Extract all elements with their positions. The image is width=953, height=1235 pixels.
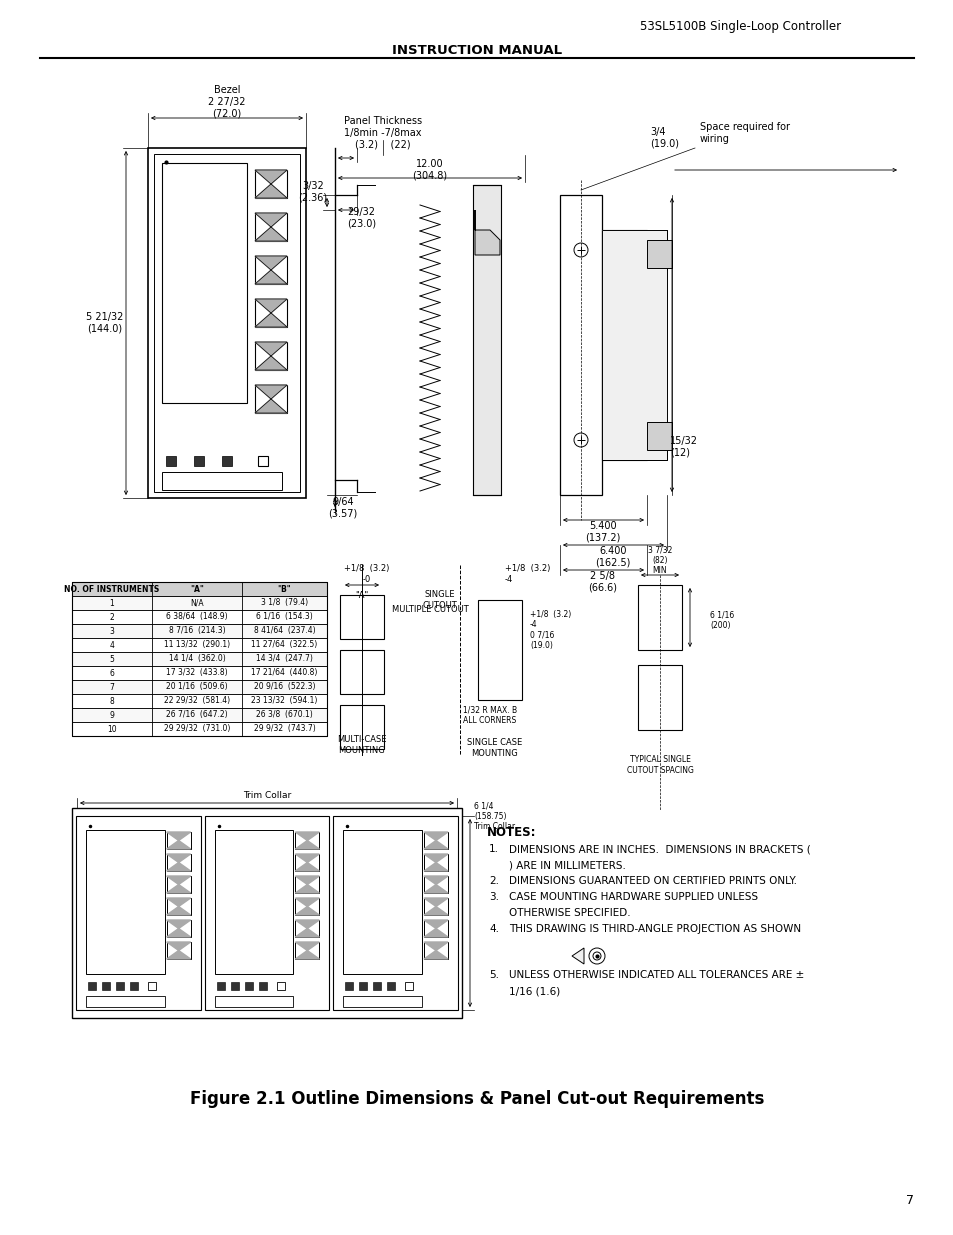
Bar xyxy=(646,230,666,270)
Bar xyxy=(71,808,461,1018)
Polygon shape xyxy=(167,898,191,915)
Polygon shape xyxy=(167,876,191,893)
Bar xyxy=(71,708,327,722)
Polygon shape xyxy=(167,853,191,871)
Text: DIMENSIONS GUARANTEED ON CERTIFIED PRINTS ONLY.: DIMENSIONS GUARANTEED ON CERTIFIED PRINT… xyxy=(509,876,796,885)
Text: 5.400
(137.2): 5.400 (137.2) xyxy=(585,521,620,543)
Bar xyxy=(387,982,395,990)
Text: 2: 2 xyxy=(110,613,114,621)
Bar xyxy=(343,995,421,1007)
Text: 22 29/32  (581.4): 22 29/32 (581.4) xyxy=(164,697,230,705)
Polygon shape xyxy=(254,170,287,198)
Text: DIMENSIONS ARE IN INCHES.  DIMENSIONS IN BRACKETS (: DIMENSIONS ARE IN INCHES. DIMENSIONS IN … xyxy=(509,844,810,853)
Bar xyxy=(646,240,671,268)
Text: UNLESS OTHERWISE INDICATED ALL TOLERANCES ARE ±: UNLESS OTHERWISE INDICATED ALL TOLERANCE… xyxy=(509,969,803,981)
Bar xyxy=(373,982,381,990)
Bar xyxy=(359,982,367,990)
Text: 6 1/16
(200): 6 1/16 (200) xyxy=(709,610,734,630)
Text: NO. OF INSTRUMENTS: NO. OF INSTRUMENTS xyxy=(64,584,159,594)
Text: Bezel
2 27/32
(72.0): Bezel 2 27/32 (72.0) xyxy=(208,85,246,119)
Text: 8 7/16  (214.3): 8 7/16 (214.3) xyxy=(169,626,225,636)
Polygon shape xyxy=(295,853,319,871)
Bar xyxy=(473,185,500,495)
Text: 17 21/64  (440.8): 17 21/64 (440.8) xyxy=(251,668,317,678)
Bar xyxy=(231,982,238,990)
Polygon shape xyxy=(572,948,583,965)
Bar xyxy=(167,832,191,848)
Text: 26 7/16  (647.2): 26 7/16 (647.2) xyxy=(166,710,228,720)
Text: 12.00
(304.8): 12.00 (304.8) xyxy=(412,159,447,180)
Text: 15/32
(12): 15/32 (12) xyxy=(669,436,698,458)
Bar xyxy=(295,832,319,848)
Bar xyxy=(116,982,124,990)
Polygon shape xyxy=(254,385,287,412)
Text: 29 29/32  (731.0): 29 29/32 (731.0) xyxy=(164,725,230,734)
Text: 17 3/32  (433.8): 17 3/32 (433.8) xyxy=(166,668,228,678)
Bar xyxy=(166,456,175,466)
Polygon shape xyxy=(254,342,287,370)
Text: 14 3/4  (247.7): 14 3/4 (247.7) xyxy=(255,655,313,663)
Bar xyxy=(638,664,681,730)
Bar xyxy=(205,816,329,1010)
Bar xyxy=(71,722,327,736)
Text: Trim Collar: Trim Collar xyxy=(243,792,291,800)
Text: 29/32
(23.0): 29/32 (23.0) xyxy=(347,207,375,228)
Text: Figure 2.1 Outline Dimensions & Panel Cut-out Requirements: Figure 2.1 Outline Dimensions & Panel Cu… xyxy=(190,1091,763,1108)
Bar xyxy=(339,705,384,748)
Text: 9/64
(3.57): 9/64 (3.57) xyxy=(328,498,357,519)
Text: 5: 5 xyxy=(110,655,114,663)
Bar xyxy=(167,920,191,937)
Bar xyxy=(216,982,224,990)
Text: 5.: 5. xyxy=(489,969,498,981)
Text: 4.: 4. xyxy=(489,924,498,934)
Text: 20 9/16  (522.3): 20 9/16 (522.3) xyxy=(253,683,314,692)
Polygon shape xyxy=(423,853,448,871)
Bar xyxy=(214,830,293,974)
Bar xyxy=(167,853,191,871)
Bar xyxy=(258,982,267,990)
Bar xyxy=(559,195,601,495)
Text: SINGLE CASE
MOUNTING: SINGLE CASE MOUNTING xyxy=(467,739,522,758)
Bar xyxy=(423,832,448,848)
Polygon shape xyxy=(423,898,448,915)
Polygon shape xyxy=(423,832,448,848)
Text: "A": "A" xyxy=(190,584,204,594)
Bar xyxy=(162,472,282,490)
Bar xyxy=(295,898,319,915)
Text: 9: 9 xyxy=(110,710,114,720)
Bar xyxy=(423,942,448,960)
Bar xyxy=(295,853,319,871)
Bar xyxy=(148,982,156,990)
Text: +1/8  (3.2)
-4: +1/8 (3.2) -4 xyxy=(504,564,550,584)
Bar xyxy=(130,982,138,990)
Bar xyxy=(423,853,448,871)
Text: 14 1/4  (362.0): 14 1/4 (362.0) xyxy=(169,655,225,663)
Text: 1/16 (1.6): 1/16 (1.6) xyxy=(509,986,559,995)
Bar xyxy=(167,942,191,960)
Polygon shape xyxy=(423,876,448,893)
Text: 3.: 3. xyxy=(489,892,498,902)
Bar xyxy=(71,582,327,597)
Bar xyxy=(601,230,666,459)
Bar xyxy=(339,650,384,694)
Text: 7: 7 xyxy=(905,1193,913,1207)
Bar xyxy=(254,212,287,241)
Polygon shape xyxy=(295,876,319,893)
Polygon shape xyxy=(167,832,191,848)
Bar xyxy=(71,638,327,652)
Bar xyxy=(254,342,287,370)
Bar xyxy=(71,597,327,610)
Bar xyxy=(86,995,165,1007)
Bar xyxy=(295,920,319,937)
Text: 23 13/32  (594.1): 23 13/32 (594.1) xyxy=(251,697,317,705)
Text: +1/8  (3.2)
-4
0 7/16
(19.0): +1/8 (3.2) -4 0 7/16 (19.0) xyxy=(530,610,571,650)
Bar xyxy=(71,680,327,694)
Polygon shape xyxy=(295,898,319,915)
Bar xyxy=(244,982,253,990)
Bar xyxy=(153,154,299,492)
Polygon shape xyxy=(423,942,448,960)
Bar xyxy=(423,920,448,937)
Polygon shape xyxy=(423,920,448,937)
Text: 8 41/64  (237.4): 8 41/64 (237.4) xyxy=(253,626,315,636)
Text: MULTI-CASE
MOUNTING: MULTI-CASE MOUNTING xyxy=(337,735,386,755)
